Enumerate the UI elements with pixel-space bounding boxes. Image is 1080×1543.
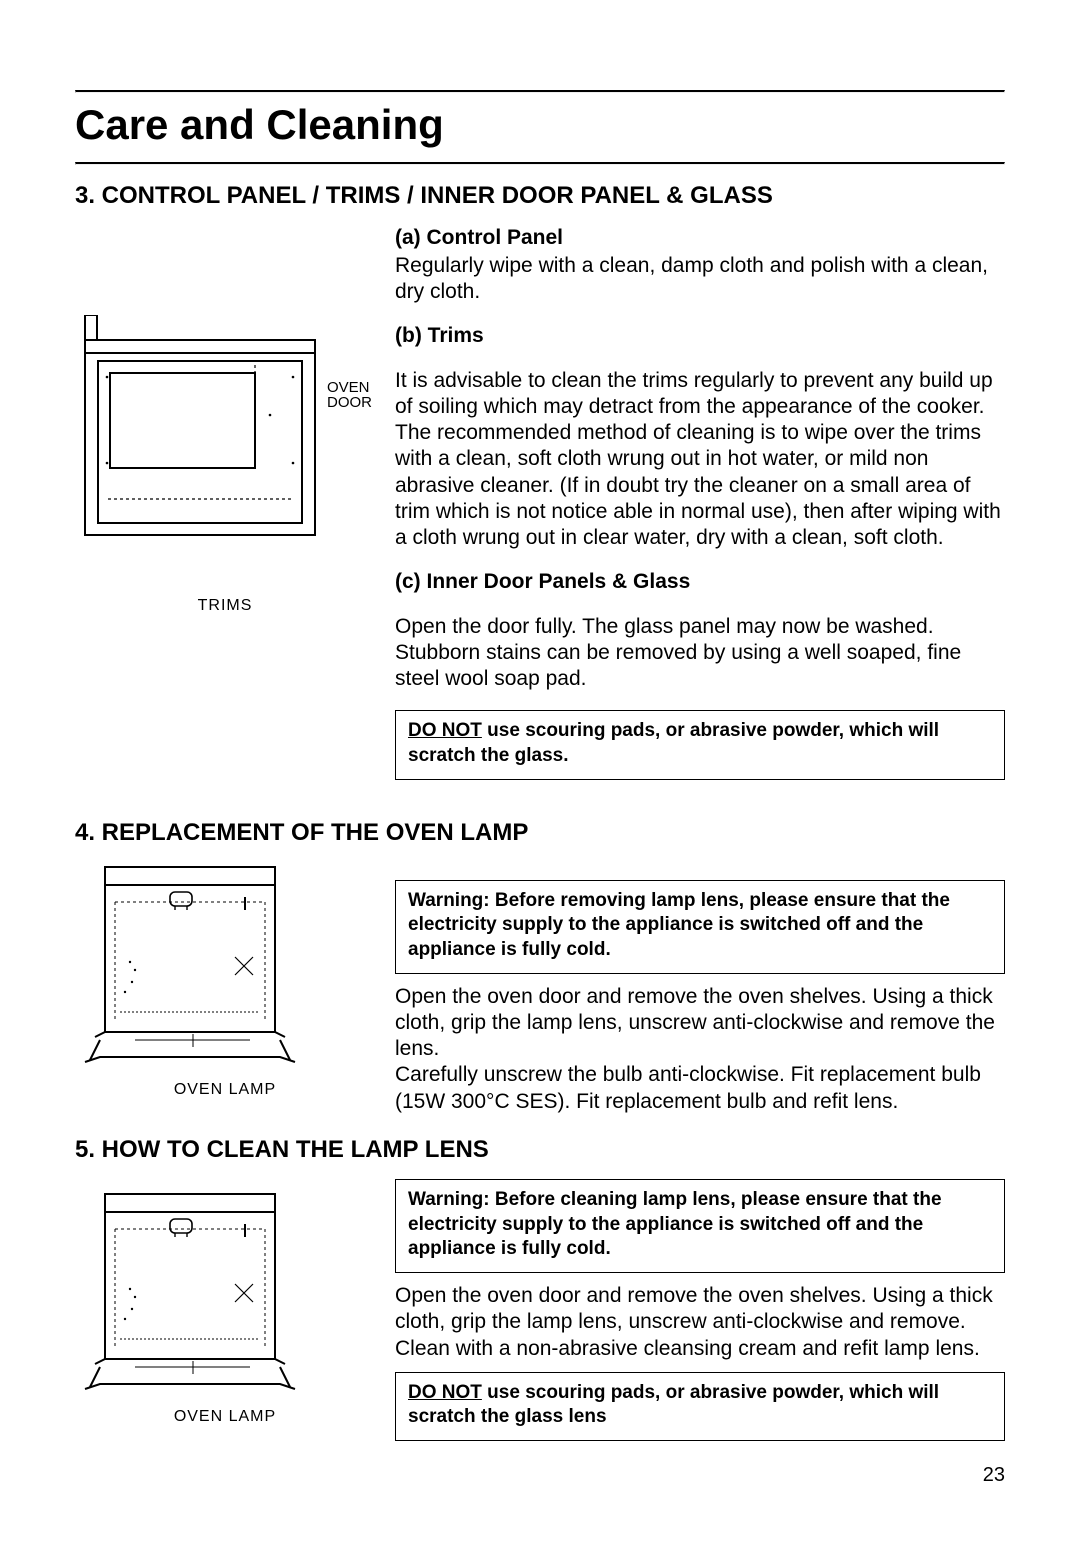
section3-row: OVEN DOOR TRIMS (a) Control Panel Regula… (75, 225, 1005, 790)
label-oven-door-l1: OVEN (327, 380, 372, 396)
section3-a-body: Regularly wipe with a clean, damp cloth … (395, 253, 1005, 306)
section3-warn-rest: use scouring pads, or abrasive powder, w… (408, 720, 939, 766)
section3-c-head: (c) Inner Door Panels & Glass (395, 569, 1005, 595)
figure-oven-lamp-2: OVEN LAMP (75, 1189, 375, 1419)
caption-oven-lamp-1: OVEN LAMP (75, 1080, 375, 1100)
section3-b-body: It is advisable to clean the trims regul… (395, 368, 1005, 552)
section5-warning-box: Warning: Before cleaning lamp lens, plea… (395, 1179, 1005, 1273)
do-not-2: DO NOT (408, 1382, 482, 1403)
section3-heading: 3. CONTROL PANEL / TRIMS / INNER DOOR PA… (75, 181, 1005, 211)
section5-figure-col: OVEN LAMP (75, 1179, 375, 1451)
section3-text-col: (a) Control Panel Regularly wipe with a … (395, 225, 1005, 790)
section4-figure-col: OVEN LAMP (75, 862, 375, 1125)
section5-warn2-rest: use scouring pads, or abrasive powder, w… (408, 1382, 939, 1428)
section3-b-head: (b) Trims (395, 323, 1005, 349)
label-oven-door-l2: DOOR (327, 395, 372, 411)
section3-warning-box: DO NOT use scouring pads, or abrasive po… (395, 710, 1005, 779)
figure-oven-door: OVEN DOOR TRIMS (75, 315, 375, 665)
figure-oven-lamp-1: OVEN LAMP (75, 862, 375, 1092)
page: Care and Cleaning 3. CONTROL PANEL / TRI… (0, 0, 1080, 1543)
label-oven-door: OVEN DOOR (327, 380, 372, 412)
section4-row: OVEN LAMP Warning: Before removing lamp … (75, 862, 1005, 1125)
do-not-1: DO NOT (408, 720, 482, 741)
section5-text-col: Warning: Before cleaning lamp lens, plea… (395, 1179, 1005, 1451)
section3-figure-col: OVEN DOOR TRIMS (75, 225, 375, 790)
caption-oven-lamp-2: OVEN LAMP (75, 1407, 375, 1427)
section3-a-head: (a) Control Panel (395, 225, 1005, 251)
section4-text-col: Warning: Before removing lamp lens, plea… (395, 862, 1005, 1125)
page-title: Care and Cleaning (75, 93, 1005, 162)
section5-row: OVEN LAMP Warning: Before cleaning lamp … (75, 1179, 1005, 1451)
page-number: 23 (75, 1463, 1005, 1488)
oven-door-svg (75, 315, 375, 615)
oven-lamp-svg-1 (75, 862, 335, 1082)
section4-warning-box: Warning: Before removing lamp lens, plea… (395, 880, 1005, 974)
rule-under-title (75, 162, 1005, 165)
oven-lamp-svg-2 (75, 1189, 335, 1409)
section3-c-body: Open the door fully. The glass panel may… (395, 614, 1005, 693)
section5-warning-box-2: DO NOT use scouring pads, or abrasive po… (395, 1372, 1005, 1441)
section5-heading: 5. HOW TO CLEAN THE LAMP LENS (75, 1135, 1005, 1165)
section4-body: Open the oven door and remove the oven s… (395, 984, 1005, 1115)
section5-body: Open the oven door and remove the oven s… (395, 1283, 1005, 1362)
section4-heading: 4. REPLACEMENT OF THE OVEN LAMP (75, 818, 1005, 848)
